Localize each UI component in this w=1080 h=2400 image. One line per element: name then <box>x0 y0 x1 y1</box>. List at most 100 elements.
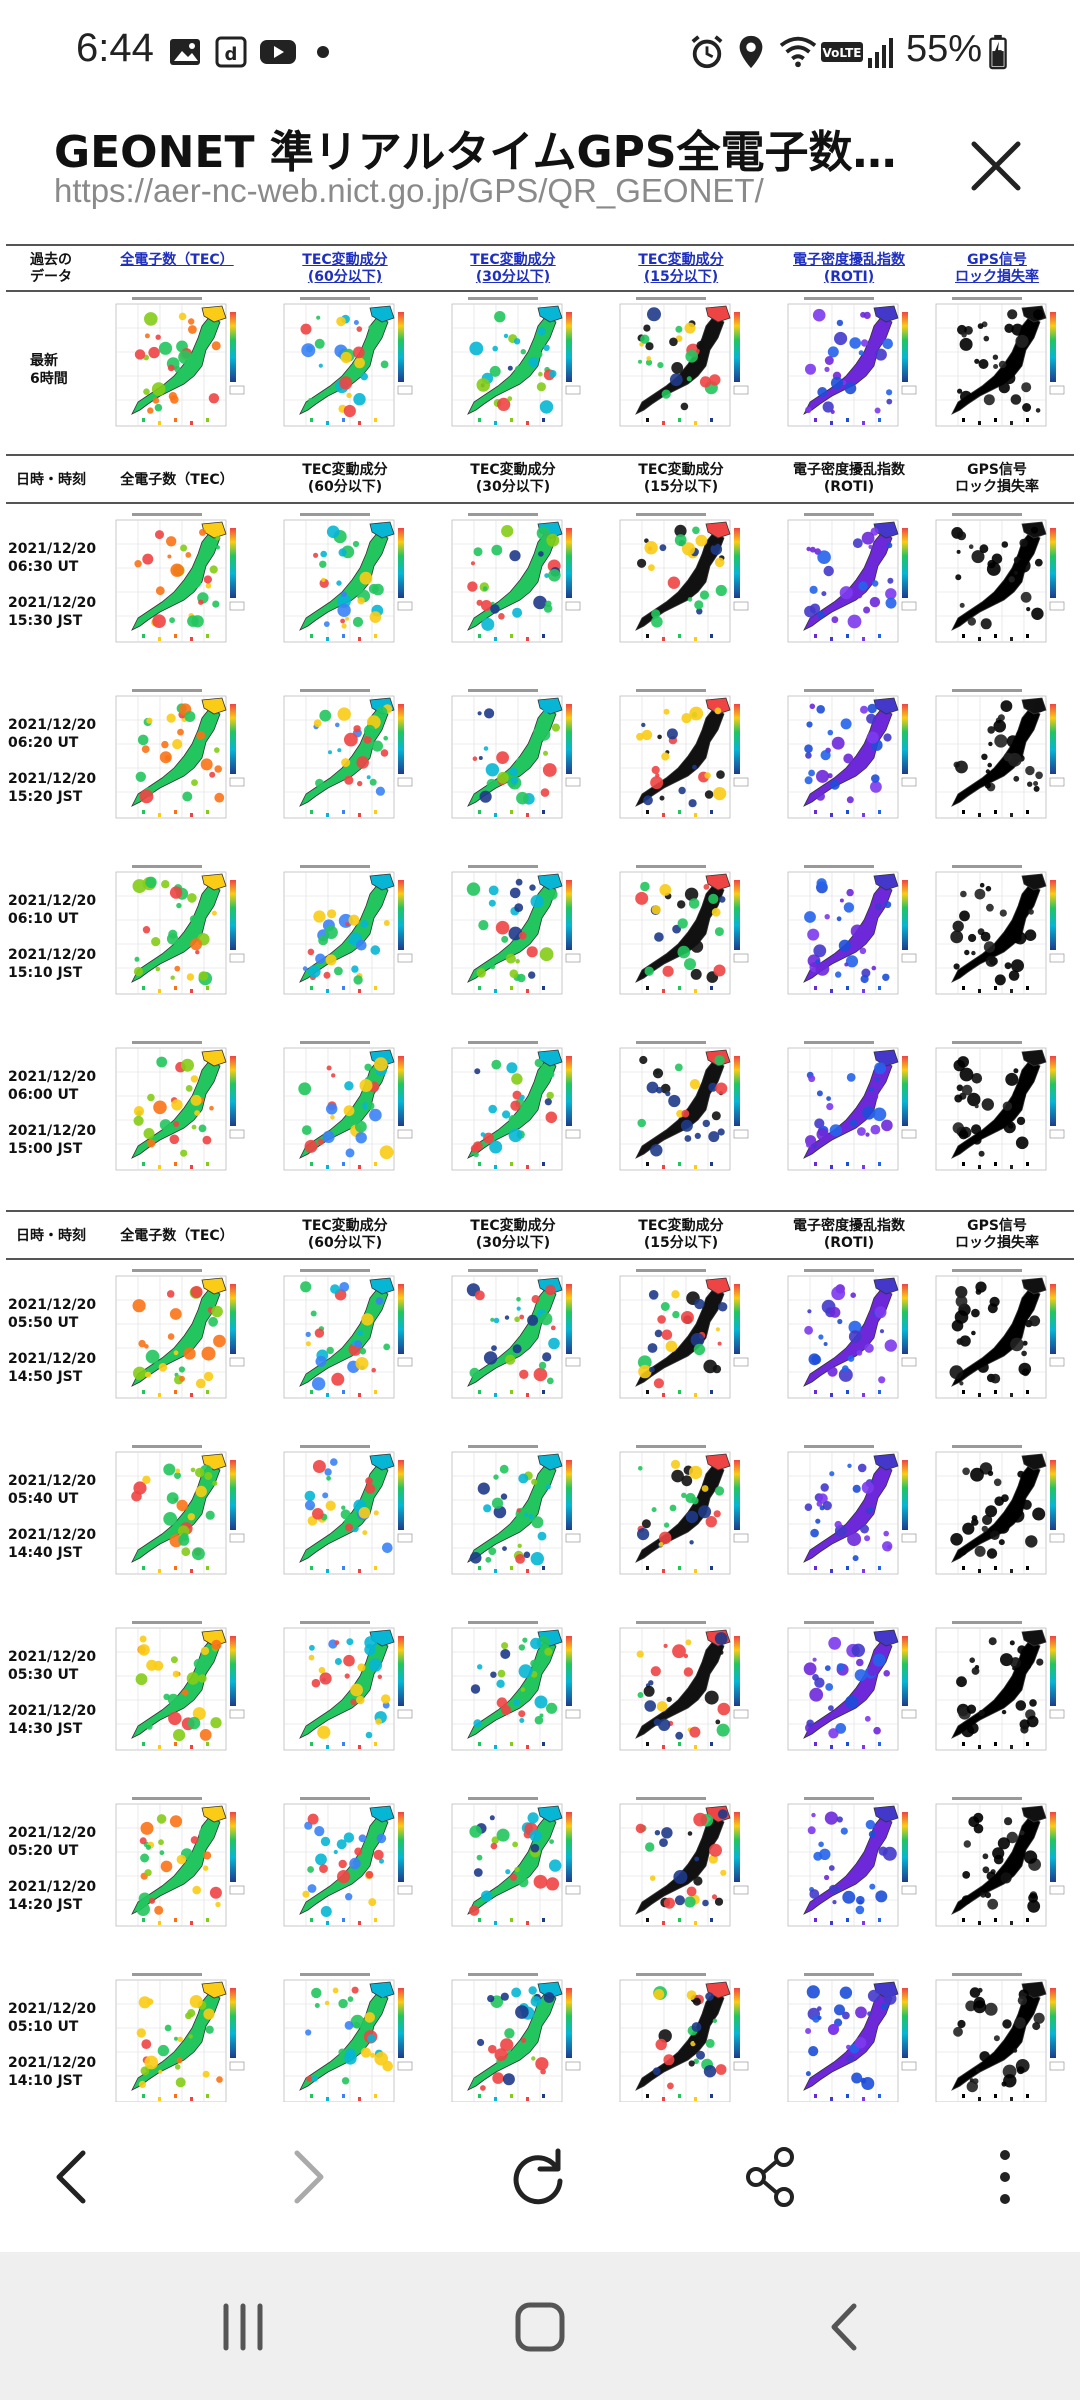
map-tec60[interactable] <box>270 862 420 1012</box>
map-tec60[interactable] <box>270 1266 420 1416</box>
row-time-jst: 2021/12/20 15:20 JST <box>8 771 97 805</box>
map-latest-tec60[interactable] <box>270 294 420 444</box>
back-icon[interactable] <box>35 2137 115 2217</box>
map-tec30[interactable] <box>438 686 588 836</box>
column-header-past-data: 過去の データ <box>30 252 72 285</box>
d-app-icon: d <box>215 36 247 68</box>
map-latest-tec[interactable] <box>102 294 252 444</box>
map-tec[interactable] <box>102 1970 252 2102</box>
map-roti[interactable] <box>774 1038 924 1188</box>
nav-back-icon[interactable] <box>810 2292 880 2362</box>
dot-icon <box>317 46 329 58</box>
map-tec15[interactable] <box>606 862 756 1012</box>
map-tec15[interactable] <box>606 1442 756 1592</box>
map-lol[interactable] <box>922 686 1072 836</box>
web-content[interactable]: 過去の データ 全電子数（TEC） TEC変動成分 (60分以下) TEC変動成分 (… <box>0 240 1080 2102</box>
row-time-ut: 2021/12/20 06:00 UT <box>8 1069 97 1103</box>
map-tec60[interactable] <box>270 1038 420 1188</box>
map-tec60[interactable] <box>270 1970 420 2102</box>
map-latest-tec30[interactable] <box>438 294 588 444</box>
map-roti[interactable] <box>774 1970 924 2102</box>
map-lol[interactable] <box>922 1442 1072 1592</box>
map-tec30[interactable] <box>438 1794 588 1944</box>
section-header-col-4: 電子密度擾乱指数 (ROTI) <box>793 1218 905 1251</box>
home-icon[interactable] <box>505 2292 575 2362</box>
column-link-5[interactable]: GPS信号 ロック損失率 <box>955 252 1039 285</box>
svg-text:d: d <box>225 44 238 65</box>
recents-icon[interactable] <box>208 2292 278 2362</box>
column-link-2[interactable]: TEC変動成分 (30分以下) <box>470 252 556 285</box>
column-link-0[interactable]: 全電子数（TEC） <box>120 252 234 268</box>
column-link-4[interactable]: 電子密度擾乱指数 (ROTI) <box>793 252 905 285</box>
system-nav-bar <box>0 2252 1080 2400</box>
map-lol[interactable] <box>922 510 1072 660</box>
map-latest-roti[interactable] <box>774 294 924 444</box>
map-tec15[interactable] <box>606 1618 756 1768</box>
section-header-col-5: GPS信号 ロック損失率 <box>955 462 1039 495</box>
row-time-ut: 2021/12/20 05:50 UT <box>8 1297 97 1331</box>
map-roti[interactable] <box>774 1618 924 1768</box>
section-header-col-1: TEC変動成分 (60分以下) <box>302 1218 388 1251</box>
map-roti[interactable] <box>774 510 924 660</box>
map-lol[interactable] <box>922 1970 1072 2102</box>
map-tec30[interactable] <box>438 1038 588 1188</box>
reload-icon[interactable] <box>498 2137 578 2217</box>
map-tec30[interactable] <box>438 1618 588 1768</box>
map-tec30[interactable] <box>438 510 588 660</box>
close-icon[interactable] <box>960 130 1032 202</box>
map-tec30[interactable] <box>438 1266 588 1416</box>
map-latest-lol[interactable] <box>922 294 1072 444</box>
section-header-col-3: TEC変動成分 (15分以下) <box>638 462 724 495</box>
map-lol[interactable] <box>922 862 1072 1012</box>
map-tec60[interactable] <box>270 1618 420 1768</box>
forward-icon[interactable] <box>265 2137 345 2217</box>
map-tec[interactable] <box>102 686 252 836</box>
table-divider <box>6 454 1074 456</box>
map-tec15[interactable] <box>606 1038 756 1188</box>
column-link-1[interactable]: TEC変動成分 (60分以下) <box>302 252 388 285</box>
map-tec60[interactable] <box>270 686 420 836</box>
map-roti[interactable] <box>774 1442 924 1592</box>
map-tec30[interactable] <box>438 862 588 1012</box>
map-tec15[interactable] <box>606 1970 756 2102</box>
map-tec[interactable] <box>102 862 252 1012</box>
map-roti[interactable] <box>774 1266 924 1416</box>
map-roti[interactable] <box>774 686 924 836</box>
page-url[interactable]: https://aer-nc-web.nict.go.jp/GPS/QR_GEO… <box>54 172 764 209</box>
map-tec60[interactable] <box>270 510 420 660</box>
map-lol[interactable] <box>922 1618 1072 1768</box>
custom-tab-titlebar: GEONET 準リアルタイムGPS全電子数マ... https://aer-nc… <box>0 100 1080 240</box>
map-latest-tec15[interactable] <box>606 294 756 444</box>
map-tec15[interactable] <box>606 686 756 836</box>
map-tec[interactable] <box>102 1266 252 1416</box>
column-link-3[interactable]: TEC変動成分 (15分以下) <box>638 252 724 285</box>
map-tec[interactable] <box>102 510 252 660</box>
youtube-icon <box>260 40 296 64</box>
section-header-col-4: 電子密度擾乱指数 (ROTI) <box>793 462 905 495</box>
map-tec60[interactable] <box>270 1794 420 1944</box>
map-roti[interactable] <box>774 862 924 1012</box>
map-lol[interactable] <box>922 1794 1072 1944</box>
table-divider <box>6 290 1074 292</box>
map-tec15[interactable] <box>606 510 756 660</box>
map-tec15[interactable] <box>606 1794 756 1944</box>
browser-toolbar <box>0 2102 1080 2252</box>
map-tec15[interactable] <box>606 1266 756 1416</box>
more-icon[interactable] <box>965 2137 1045 2217</box>
map-tec[interactable] <box>102 1618 252 1768</box>
map-tec60[interactable] <box>270 1442 420 1592</box>
section-header-col-0: 全電子数（TEC） <box>120 472 234 488</box>
map-tec[interactable] <box>102 1038 252 1188</box>
map-lol[interactable] <box>922 1266 1072 1416</box>
map-lol[interactable] <box>922 1038 1072 1188</box>
map-tec30[interactable] <box>438 1442 588 1592</box>
row-time-jst: 2021/12/20 15:30 JST <box>8 595 97 629</box>
section-header-col-3: TEC変動成分 (15分以下) <box>638 1218 724 1251</box>
map-roti[interactable] <box>774 1794 924 1944</box>
map-tec[interactable] <box>102 1794 252 1944</box>
map-tec[interactable] <box>102 1442 252 1592</box>
share-icon[interactable] <box>730 2137 810 2217</box>
map-tec30[interactable] <box>438 1970 588 2102</box>
table-divider <box>6 1258 1074 1260</box>
gallery-icon <box>170 39 200 65</box>
